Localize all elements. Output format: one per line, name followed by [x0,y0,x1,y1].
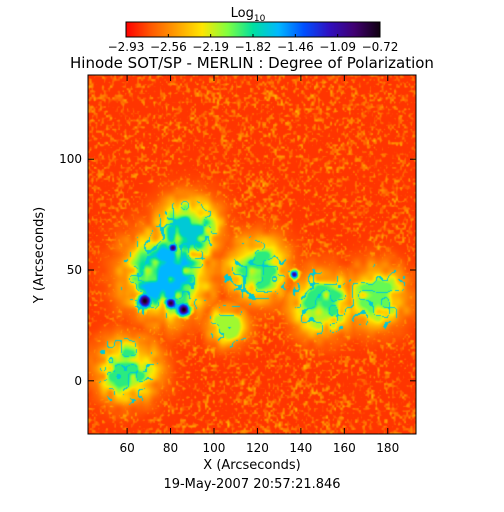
x-tick-label: 140 [289,441,312,455]
heatmap-image [88,75,416,434]
polarization-map [88,75,416,434]
x-axis-label: X (Arcseconds) [203,458,300,473]
y-tick-label: 0 [74,374,82,388]
x-tick-label: 60 [119,441,134,455]
date-label: 19-May-2007 20:57:21.846 [163,477,340,492]
colorbar-tick-label: −2.56 [150,40,187,54]
y-tick-label: 100 [59,152,82,166]
x-axis-ticks: 60 80 100 120 140 160 180 [119,75,399,455]
x-tick-label: 180 [376,441,399,455]
colorbar-tick-label: −0.72 [362,40,399,54]
colorbar-tick-label: −1.46 [277,40,314,54]
x-tick-label: 120 [246,441,269,455]
colorbar-tick-label: −2.93 [108,40,145,54]
x-tick-label: 100 [203,441,226,455]
colorbar-label-subscript: 10 [254,14,266,24]
x-tick-label: 80 [163,441,178,455]
colorbar-tick-label: −2.19 [192,40,229,54]
x-tick-label: 160 [333,441,356,455]
colorbar-label: Log10 [231,6,266,24]
plot-frame [87,74,417,435]
y-tick-label: 50 [67,263,82,277]
y-axis-ticks: 0 50 100 [59,152,416,388]
y-axis-label: Y (Arcseconds) [32,207,47,304]
colorbar-tick-label: −1.82 [235,40,272,54]
colorbar: Log10 −2.93 −2.56 −2.19 −1.82 −1.46 −1.09 −0.7… [108,6,399,54]
chart-title: Hinode SOT/SP - MERLIN : Degree of Polar… [70,54,434,72]
colorbar-ticks: −2.93 −2.56 −2.19 −1.82 −1.46 −1.09 −0.72 [108,34,399,54]
colorbar-tick-label: −1.09 [319,40,356,54]
